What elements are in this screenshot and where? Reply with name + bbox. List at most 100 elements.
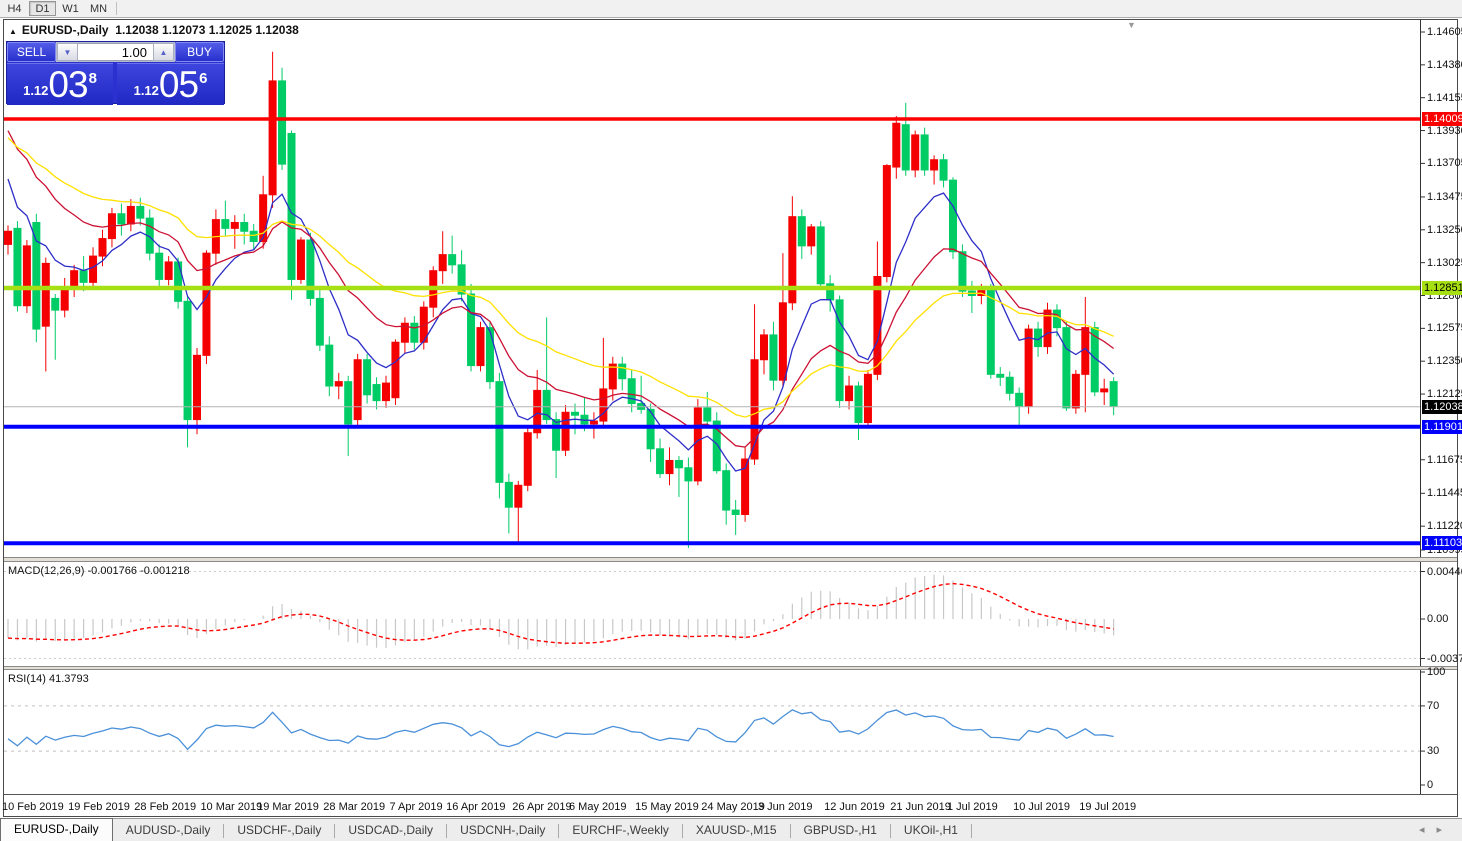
tab-ukoil-h1[interactable]: UKOil-,H1 [903, 823, 958, 837]
candle [920, 134, 929, 171]
candle [627, 378, 636, 405]
candle [712, 420, 721, 472]
candle [268, 80, 277, 196]
tab-audusd-daily[interactable]: AUDUSD-,Daily [125, 823, 211, 837]
buy-price-small: 1.12 [133, 83, 159, 98]
candle [164, 261, 173, 280]
volume-increase-icon[interactable]: ▲ [153, 43, 174, 61]
tab-eurchf-weekly[interactable]: EURCHF-,Weekly [572, 823, 669, 837]
candle [155, 252, 164, 280]
candle [835, 299, 844, 402]
volume-control: ▼ 1.00 ▲ [56, 42, 175, 62]
tab-usdcad-daily[interactable]: USDCAD-,Daily [348, 823, 434, 837]
candle [1015, 392, 1024, 407]
candle [126, 205, 135, 225]
candle [722, 470, 731, 511]
candle [656, 448, 665, 475]
buy-button[interactable]: BUY [175, 42, 224, 62]
candle [1005, 376, 1014, 394]
sell-button[interactable]: SELL [7, 42, 56, 62]
candle [807, 226, 816, 247]
macd-label: MACD(12,26,9) -0.001766 -0.001218 [8, 565, 190, 577]
candle [249, 230, 258, 242]
candle [845, 385, 854, 402]
candle [693, 407, 702, 482]
candle [51, 297, 60, 311]
moving-average-line-2 [7, 137, 1114, 418]
tab-xauusd-m15[interactable]: XAUUSD-,M15 [695, 823, 777, 837]
candle [939, 159, 948, 181]
candle [523, 432, 532, 486]
buy-price-big: 05 [158, 64, 199, 105]
candle [363, 359, 372, 396]
candle [70, 270, 79, 288]
timeframe-button-h4[interactable]: H4 [7, 3, 22, 15]
tab-usdcnh-daily[interactable]: USDCNH-,Daily [460, 823, 546, 837]
candle [13, 227, 22, 307]
candle [1062, 327, 1071, 409]
tab-usdchf-daily[interactable]: USDCHF-,Daily [237, 823, 322, 837]
window-border [3, 19, 1458, 817]
candle [911, 134, 920, 171]
candle [136, 205, 145, 219]
symbol-tab-bar: EURUSD-,Daily AUDUSD-,Daily USDCHF-,Dail… [0, 818, 1462, 841]
tab-separator [789, 824, 791, 838]
macd-name: MACD(12,26,9) [8, 565, 85, 577]
volume-input[interactable]: 1.00 [78, 43, 153, 61]
chart-shift-marker-icon[interactable]: ▼ [1127, 20, 1136, 30]
candle [259, 194, 268, 242]
candle [89, 255, 98, 283]
tab-eurusd-daily[interactable]: EURUSD-,Daily [0, 818, 113, 841]
timeframe-button-w1[interactable]: W1 [62, 3, 79, 15]
candle [193, 354, 201, 421]
candle [372, 384, 381, 402]
candle [892, 122, 901, 168]
candle [448, 254, 457, 266]
buy-price-sup: 6 [199, 70, 208, 87]
candle [542, 389, 551, 421]
candle [589, 420, 598, 425]
tab-separator [334, 824, 336, 838]
timeframe-button-mn[interactable]: MN [89, 3, 108, 15]
tab-scroll-left-icon[interactable]: ◂ [1418, 824, 1437, 836]
candle [750, 359, 759, 460]
tab-separator [446, 824, 448, 838]
tab-scroll-right-icon[interactable]: ▸ [1436, 824, 1454, 836]
candle [684, 467, 693, 482]
buy-price-box[interactable]: 1.12 05 6 [117, 63, 224, 105]
candle [296, 239, 305, 280]
timeframe-button-d1[interactable]: D1 [29, 1, 56, 16]
candle [230, 222, 239, 229]
candle [1024, 328, 1033, 407]
sell-price-box[interactable]: 1.12 03 8 [7, 63, 113, 105]
volume-decrease-icon[interactable]: ▼ [57, 43, 78, 61]
candle [41, 262, 50, 327]
candle [533, 389, 542, 434]
candle [344, 381, 353, 425]
sell-price-small: 1.12 [23, 83, 49, 98]
candle [873, 276, 882, 375]
tab-scroll-arrows[interactable]: ◂▸ [1419, 823, 1454, 836]
one-click-trade-panel: SELL ▼ 1.00 ▲ BUY 1.12 03 8 1.12 05 6 [6, 41, 225, 105]
candle [1052, 309, 1061, 329]
candle [760, 334, 768, 361]
panel-separator[interactable] [4, 666, 1457, 670]
candle [1090, 327, 1099, 393]
candle [571, 411, 579, 416]
candle [117, 213, 126, 225]
candle [618, 363, 627, 380]
candle [400, 322, 409, 343]
candle [1109, 381, 1118, 407]
candle [306, 239, 315, 299]
candle [315, 297, 324, 346]
panel-separator[interactable] [4, 557, 1457, 562]
candle [863, 373, 872, 424]
tab-gbpusd-h1[interactable]: GBPUSD-,H1 [803, 823, 877, 837]
candle [467, 293, 476, 367]
collapse-icon[interactable]: ▲ [9, 27, 17, 36]
candle [608, 363, 617, 390]
candle [741, 458, 750, 515]
candle [986, 289, 995, 375]
